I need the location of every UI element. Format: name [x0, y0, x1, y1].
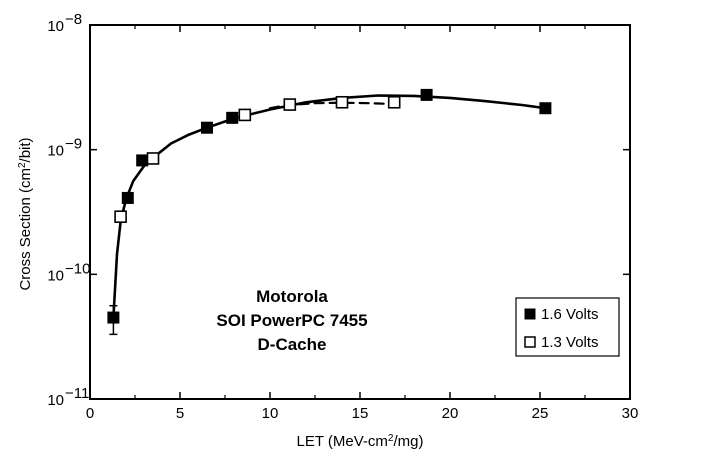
x-axis-label-superscript: 2	[388, 433, 394, 444]
data-point-1-6-volts	[121, 191, 134, 204]
x-axis-label: LET (MeV-cm2/mg)	[297, 433, 424, 451]
y-tick-exponent: −9	[65, 136, 82, 153]
legend-label-1: 1.6 Volts	[541, 306, 599, 323]
data-point-1-6-volts	[201, 121, 213, 134]
x-tick-label: 30	[622, 405, 639, 422]
annotation-line-2: SOI PowerPC 7455	[216, 311, 367, 330]
legend: 1.6 Volts 1.3 Volts	[515, 297, 620, 357]
fit-curves	[112, 94, 547, 319]
legend-marker-open-square	[524, 336, 536, 348]
y-tick-label: 10	[47, 143, 64, 160]
fit-curve-solid	[112, 94, 547, 319]
data-point-1-3-volts	[114, 210, 127, 223]
x-tick-label: 15	[352, 405, 369, 422]
x-tick-label: 10	[262, 405, 279, 422]
legend-label-2: 1.3 Volts	[541, 334, 599, 351]
data-points	[107, 88, 552, 336]
legend-marker-filled-square	[524, 308, 536, 320]
data-point-1-3-volts	[238, 108, 252, 122]
y-tick-label: 10	[47, 392, 64, 409]
data-point-1-6-volts	[107, 311, 120, 324]
x-tick-label: 5	[176, 405, 184, 422]
data-point-1-3-volts	[387, 95, 401, 109]
y-tick-exponent: −11	[65, 385, 89, 402]
data-point-1-6-volts	[136, 154, 149, 167]
data-point-1-3-volts	[283, 98, 297, 111]
y-tick-label: 10	[47, 18, 64, 35]
annotation-line-3: D-Cache	[258, 335, 327, 354]
y-tick-exponent: −8	[65, 11, 82, 28]
data-point-1-3-volts	[146, 152, 160, 165]
y-axis-label-superscript: 2	[17, 162, 28, 168]
y-tick-exponent: −10	[65, 260, 90, 277]
y-axis-label: Cross Section (cm2/bit)	[17, 137, 35, 290]
y-tick-label: 10	[47, 267, 64, 284]
data-point-1-6-volts	[226, 111, 239, 124]
x-tick-label: 25	[532, 405, 549, 422]
annotation: Motorola SOI PowerPC 7455 D-Cache	[216, 287, 367, 354]
data-point-1-6-volts	[539, 102, 552, 115]
data-point-1-3-volts	[335, 95, 349, 109]
data-point-1-6-volts	[420, 88, 433, 101]
x-tick-label: 0	[86, 405, 94, 422]
annotation-line-1: Motorola	[256, 287, 328, 306]
x-tick-label: 20	[442, 405, 459, 422]
